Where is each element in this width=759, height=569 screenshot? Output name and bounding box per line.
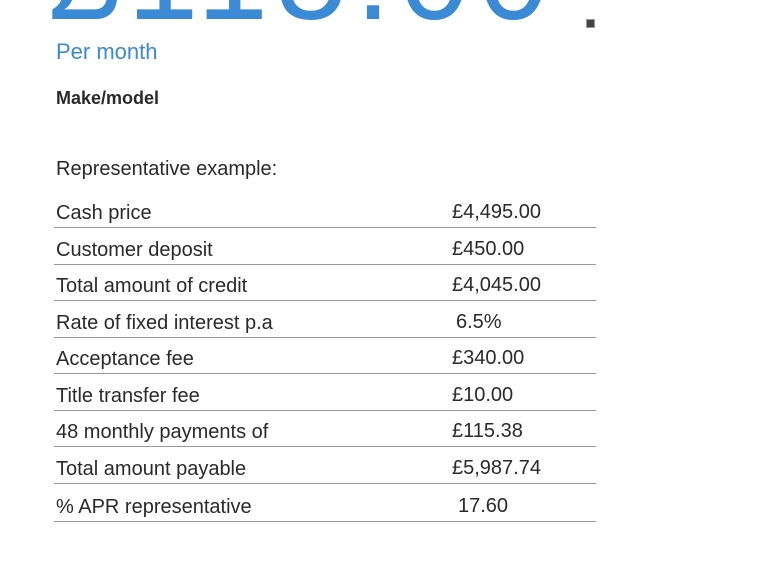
- row-value: £5,987.74: [452, 456, 541, 479]
- representative-heading: Representative example:: [56, 158, 278, 180]
- finance-table: Cash price £4,495.00 Customer deposit £450…: [54, 193, 596, 522]
- row-label: Customer deposit: [56, 238, 213, 261]
- row-label: Title transfer fee: [56, 384, 200, 407]
- make-model-label: Make/model: [56, 88, 160, 108]
- row-label: Rate of fixed interest p.a: [56, 311, 273, 334]
- table-row: Rate of fixed interest p.a 6.5%: [54, 301, 596, 338]
- table-row: Total amount of credit £4,045.00: [54, 265, 596, 301]
- table-row: Customer deposit £450.00: [54, 228, 596, 265]
- row-value: £4,495.00: [452, 201, 541, 223]
- row-value: £4,045.00: [452, 274, 541, 296]
- row-value: £340.00: [452, 347, 525, 369]
- table-row: Title transfer fee £10.00: [54, 374, 596, 411]
- table-row: Total amount payable £5,987.74: [54, 447, 596, 484]
- row-value: £115.38: [452, 420, 523, 442]
- table-row: % APR representative 17.60: [54, 484, 596, 522]
- row-label: % APR representative: [56, 495, 252, 518]
- row-label: 48 monthly payments of: [56, 421, 269, 443]
- row-value: £450.00: [452, 237, 525, 260]
- monthly-amount-headline: £115.00: [48, 0, 557, 40]
- table-row: 48 monthly payments of £115.38: [54, 411, 596, 447]
- row-label: Acceptance fee: [56, 348, 194, 370]
- row-value: 6.5%: [456, 310, 502, 333]
- per-month-caption: Per month: [56, 39, 158, 64]
- table-row: Acceptance fee £340.00: [54, 338, 596, 374]
- row-label: Total amount payable: [56, 457, 247, 480]
- scan-mark: [586, 19, 595, 28]
- table-row: Cash price £4,495.00: [54, 193, 596, 228]
- row-value: 17.60: [458, 494, 509, 517]
- row-label: Total amount of credit: [56, 275, 248, 297]
- row-label: Cash price: [56, 202, 152, 224]
- row-value: £10.00: [452, 383, 514, 406]
